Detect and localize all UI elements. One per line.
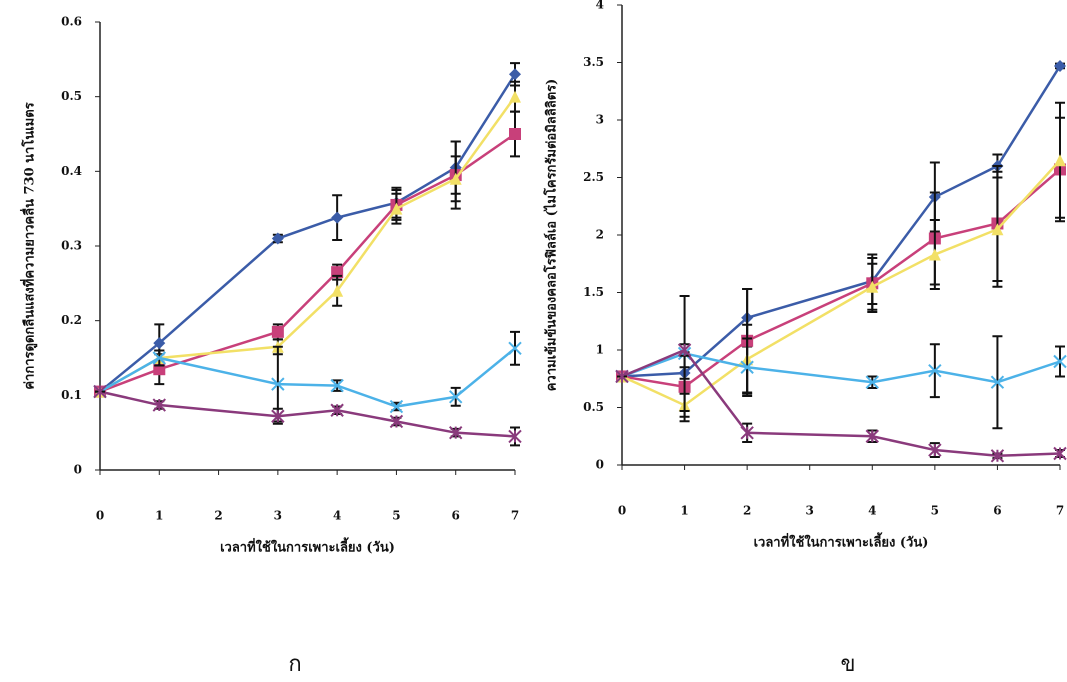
- marker: [271, 409, 285, 423]
- y-tick-label: 0: [74, 463, 82, 477]
- y-tick-label: 1.5: [583, 285, 604, 299]
- y-axis-label: ค่าการดูดกลืนแสงที่ความยาวคลื่น 730 นาโน…: [20, 102, 38, 389]
- y-tick-label: 1: [596, 343, 604, 357]
- series-line: [621, 159, 1061, 407]
- y-tick-label: 0.4: [61, 164, 82, 178]
- y-tick-label: 0.6: [61, 15, 82, 29]
- caption: ก: [288, 652, 301, 677]
- marker: [449, 390, 463, 404]
- marker: [990, 375, 1005, 389]
- y-axis-label: ความเข้มข้นของคลอโรฟิลล์เอ (ไมโครกรัมต่อ…: [543, 79, 560, 392]
- x-tick-label: 1: [680, 504, 688, 518]
- x-tick-label: 6: [452, 509, 460, 523]
- y-tick-label: 0.2: [61, 313, 82, 327]
- x-tick-label: 6: [993, 504, 1001, 518]
- marker: [990, 449, 1005, 463]
- marker: [1053, 354, 1067, 369]
- y-tick-label: 0.3: [61, 239, 82, 253]
- x-tick-label: 1: [155, 509, 163, 523]
- marker: [449, 172, 462, 185]
- y-tick-label: 3: [596, 113, 604, 127]
- x-tick-label: 2: [214, 509, 222, 523]
- marker: [865, 429, 879, 443]
- marker: [1054, 154, 1066, 167]
- y-tick-label: 0: [596, 458, 604, 472]
- marker: [677, 343, 692, 357]
- x-tick-label: 5: [392, 509, 400, 523]
- marker: [330, 403, 344, 417]
- x-tick-label: 7: [1056, 504, 1064, 518]
- marker: [866, 280, 879, 293]
- marker: [740, 360, 754, 374]
- marker: [153, 337, 166, 350]
- x-tick-label: 0: [96, 509, 104, 523]
- x-tick-label: 4: [868, 504, 876, 518]
- marker: [389, 414, 404, 429]
- marker: [508, 429, 522, 444]
- marker: [928, 363, 942, 378]
- x-axis-label: เวลาที่ใช้ในการเพาะเลี้ยง (วัน): [220, 537, 395, 556]
- y-tick-label: 2: [596, 228, 604, 242]
- y-tick-label: 2.5: [583, 170, 604, 184]
- marker: [509, 68, 521, 81]
- x-tick-label: 4: [333, 509, 341, 523]
- caption: ข: [840, 652, 855, 677]
- marker: [615, 369, 629, 384]
- marker: [152, 351, 166, 365]
- marker: [330, 378, 344, 393]
- x-tick-label: 5: [931, 504, 939, 518]
- marker: [1053, 446, 1067, 461]
- x-tick-label: 0: [618, 504, 626, 518]
- marker: [331, 284, 344, 297]
- marker: [331, 211, 344, 224]
- marker: [509, 128, 521, 140]
- marker: [1054, 59, 1066, 72]
- marker: [865, 375, 879, 389]
- marker: [740, 426, 754, 440]
- y-tick-label: 0.1: [61, 388, 82, 402]
- marker: [928, 248, 941, 261]
- x-axis-label: เวลาที่ใช้ในการเพาะเลี้ยง (วัน): [754, 532, 929, 551]
- x-tick-label: 2: [743, 504, 751, 518]
- marker: [991, 223, 1004, 236]
- marker: [389, 399, 404, 414]
- marker: [271, 325, 284, 338]
- x-tick-label: 3: [274, 509, 282, 523]
- x-tick-label: 7: [511, 509, 519, 523]
- marker: [508, 341, 522, 356]
- marker: [449, 425, 463, 440]
- y-tick-label: 0.5: [583, 400, 604, 414]
- x-tick-label: 3: [806, 504, 814, 518]
- marker: [152, 398, 166, 412]
- marker: [271, 377, 285, 391]
- marker: [390, 202, 403, 215]
- y-tick-label: 4: [596, 0, 604, 12]
- marker: [509, 90, 521, 103]
- y-tick-label: 3.5: [583, 55, 604, 69]
- marker: [928, 443, 942, 457]
- marker: [271, 232, 284, 245]
- y-tick-label: 0.5: [61, 89, 82, 103]
- marker: [93, 384, 107, 399]
